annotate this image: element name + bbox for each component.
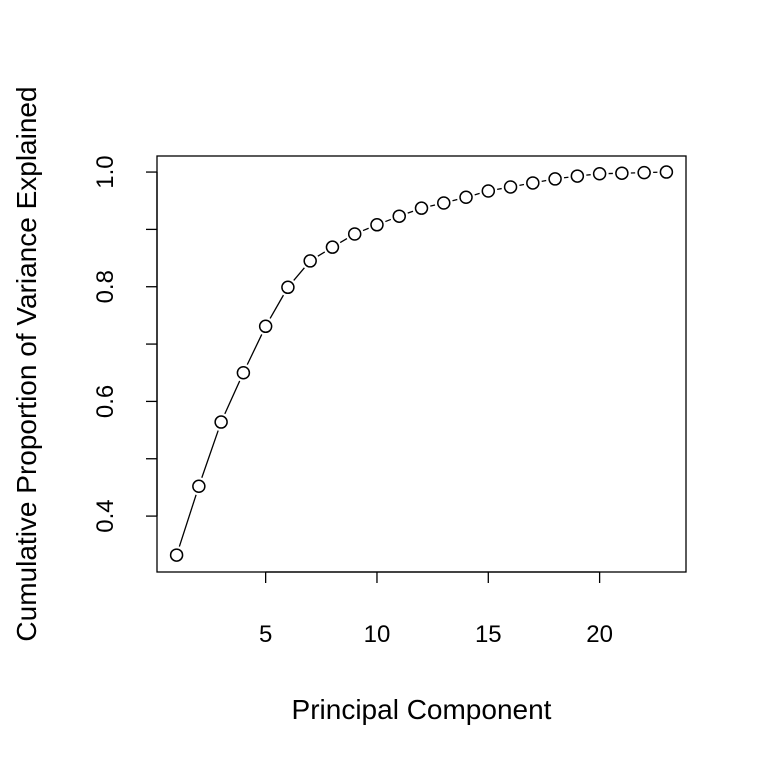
y-tick-label: 0.8 — [92, 270, 119, 303]
y-tick-label: 0.4 — [92, 499, 119, 532]
series-segment — [564, 177, 568, 178]
series-segment — [363, 228, 369, 230]
x-tick-label: 20 — [586, 621, 613, 648]
plot-box — [157, 156, 686, 572]
series-segment — [385, 219, 390, 221]
series-segment — [294, 268, 305, 281]
series-segment — [408, 211, 413, 213]
data-point — [638, 167, 650, 179]
series-segment — [542, 181, 547, 182]
data-point — [326, 241, 338, 253]
data-point — [349, 228, 361, 240]
data-point — [660, 166, 672, 178]
series-segment — [475, 193, 480, 194]
data-point — [527, 177, 539, 189]
data-point — [549, 173, 561, 185]
series-points — [171, 166, 673, 561]
x-axis: 5 10 15 20 — [259, 572, 613, 648]
data-point — [594, 168, 606, 180]
x-tick-label: 10 — [364, 621, 391, 648]
data-point — [371, 219, 383, 231]
data-point — [571, 170, 583, 182]
data-point — [304, 255, 316, 267]
series-lines — [179, 172, 657, 546]
y-axis-label: Cumulative Proportion of Variance Explai… — [11, 86, 42, 641]
series-segment — [452, 200, 457, 201]
data-point — [282, 281, 294, 293]
series-segment — [247, 334, 261, 364]
data-point — [237, 367, 249, 379]
data-point — [460, 191, 472, 203]
series-segment — [225, 381, 240, 414]
data-point — [393, 210, 405, 222]
x-tick-label: 15 — [475, 621, 502, 648]
x-tick-label: 5 — [259, 621, 272, 648]
data-point — [193, 480, 205, 492]
series-segment — [270, 295, 283, 318]
series-segment — [179, 495, 196, 547]
series-segment — [430, 205, 435, 206]
x-axis-label: Principal Component — [292, 694, 552, 725]
y-tick-label: 1.0 — [92, 155, 119, 188]
series-segment — [318, 252, 325, 256]
data-point — [505, 181, 517, 193]
series-segment — [202, 431, 218, 478]
series-segment — [340, 239, 347, 243]
data-point — [260, 320, 272, 332]
y-axis: 0.4 0.6 0.8 1.0 — [92, 155, 157, 532]
data-point — [616, 167, 628, 179]
data-point — [438, 197, 450, 209]
data-point — [416, 202, 428, 214]
series-segment — [497, 189, 502, 190]
data-point — [215, 416, 227, 428]
data-point — [171, 549, 183, 561]
y-tick-label: 0.6 — [92, 385, 119, 418]
series-segment — [519, 185, 524, 186]
data-point — [482, 185, 494, 197]
